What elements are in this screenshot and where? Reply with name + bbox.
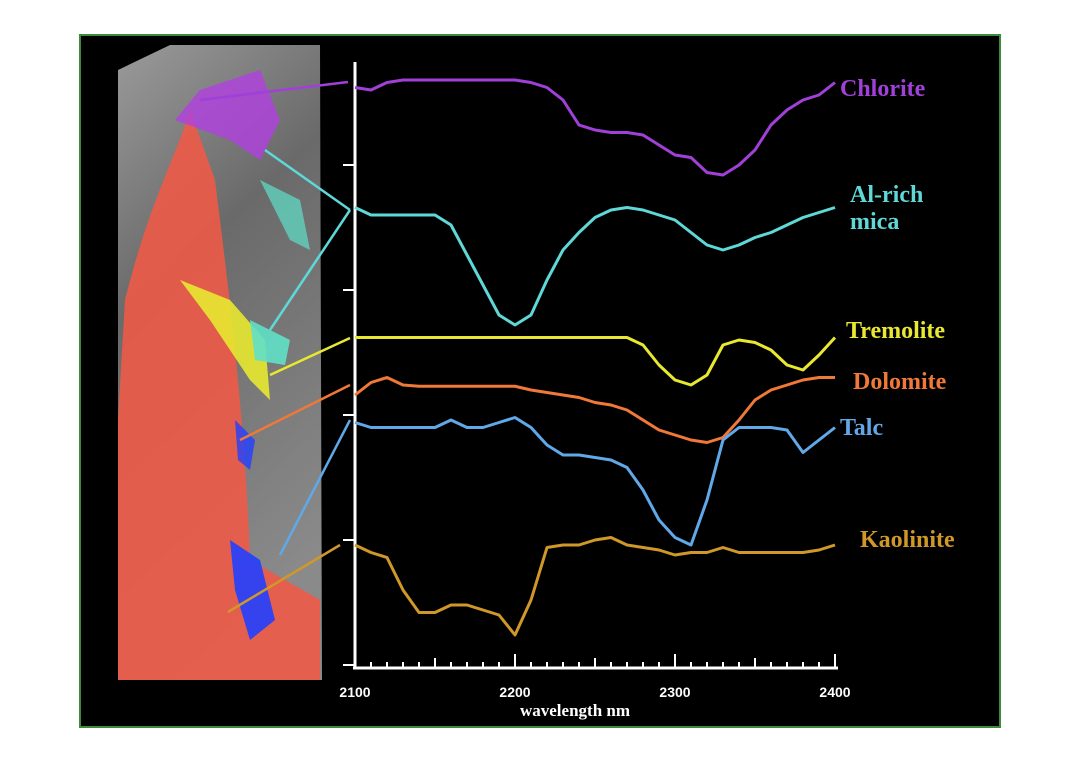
x-axis-label: wavelength nm xyxy=(520,701,630,720)
x-tick-label: 2100 xyxy=(339,684,370,700)
x-tick-label: 2400 xyxy=(819,684,850,700)
series-label: Kaolinite xyxy=(860,527,955,553)
x-tick-label: 2300 xyxy=(659,684,690,700)
series-label: Tremolite xyxy=(846,318,946,344)
series-label: Talc xyxy=(840,415,884,441)
pointer-arrows xyxy=(199,80,352,614)
x-tick-label: 2200 xyxy=(499,684,530,700)
spectrum-line xyxy=(354,78,836,177)
series-label: Al-rich mica xyxy=(850,182,924,235)
spectrum-line xyxy=(354,536,836,637)
spectrum-line xyxy=(354,416,836,547)
series-label: Dolomite xyxy=(853,369,947,395)
spectrum-line xyxy=(354,206,836,327)
satellite-image xyxy=(118,45,322,680)
series-label: Chlorite xyxy=(840,76,926,102)
spectrum-line xyxy=(355,336,837,387)
spectrum-line xyxy=(354,376,835,444)
